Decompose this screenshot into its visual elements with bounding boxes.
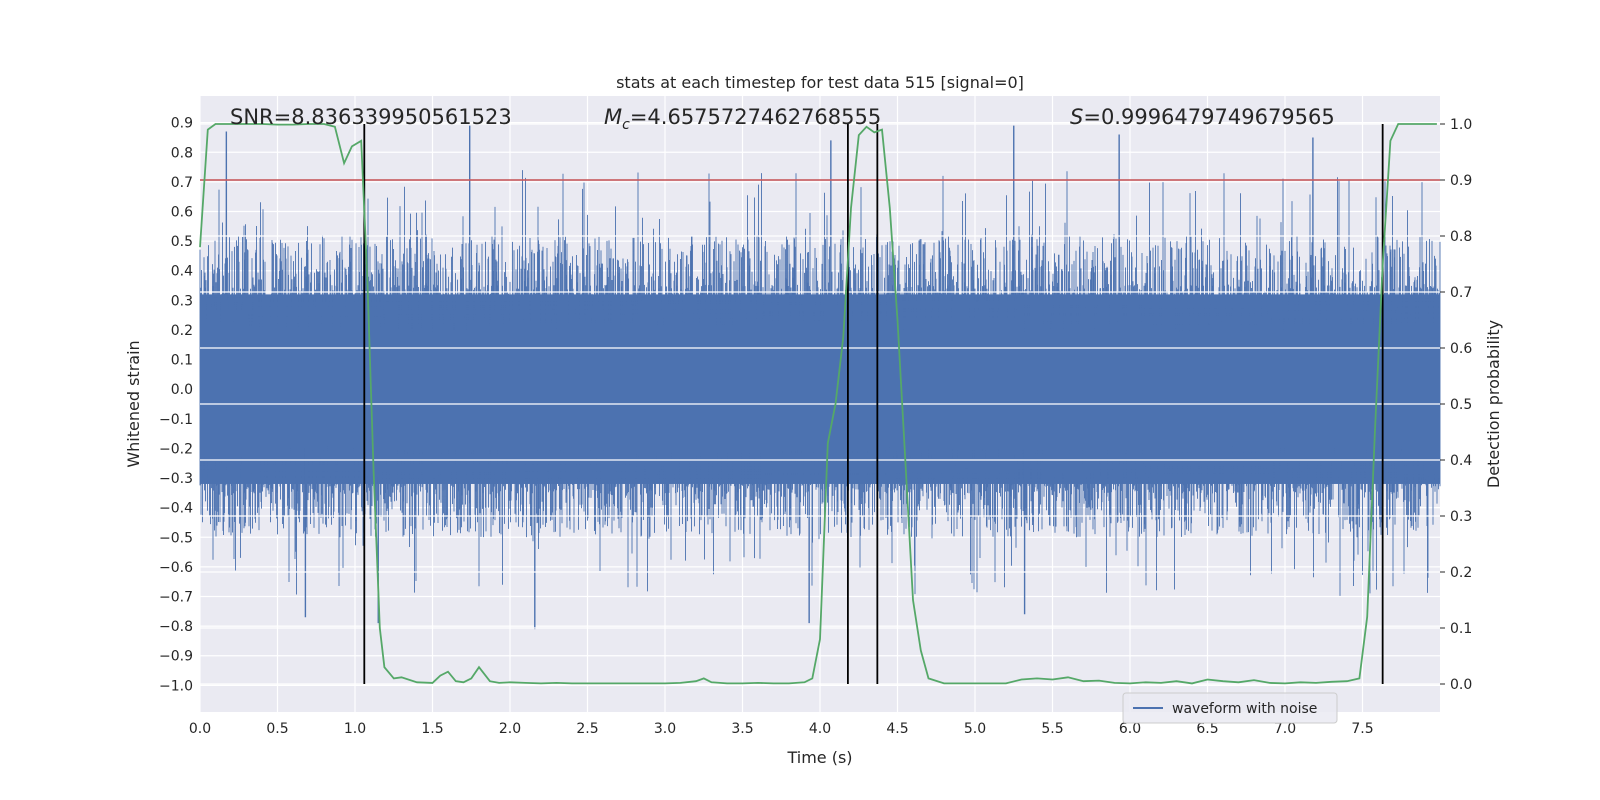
- y2-tick-label: 0.2: [1450, 565, 1472, 581]
- x-tick-label: 1.0: [344, 721, 366, 737]
- y2-tick-label: 0.0: [1450, 677, 1472, 693]
- y-tick-label: −0.2: [159, 441, 193, 457]
- x-tick-label: 6.0: [1119, 721, 1141, 737]
- y-tick-label: 0.9: [171, 116, 193, 132]
- ticks: 0.0 0.5 1.0 1.5 2.0 2.5 3.0 3.5 4.0 4.5 5.0 5.5 6.0 6…: [159, 116, 1472, 737]
- y2-tick-label: 0.7: [1450, 285, 1472, 301]
- y-tick-label: 0.7: [171, 175, 193, 191]
- y-tick-label: −0.8: [159, 619, 193, 635]
- x-tick-label: 1.5: [421, 721, 443, 737]
- y-tick-label: 0.2: [171, 323, 193, 339]
- y2-axis-label: Detection probability: [1484, 320, 1503, 488]
- s-annotation: S=0.9996479749679565: [1070, 105, 1335, 129]
- x-tick-label: 4.5: [886, 721, 908, 737]
- x-tick-label: 3.5: [731, 721, 753, 737]
- y2-tick-label: 0.9: [1450, 173, 1472, 189]
- detection-probability-line: [199, 123, 1437, 685]
- y-tick-label: −0.6: [159, 560, 193, 576]
- y2-tick-label: 0.1: [1450, 621, 1472, 637]
- y-tick-label: −1.0: [159, 678, 193, 694]
- x-tick-label: 6.5: [1196, 721, 1218, 737]
- y-axis-label: Whitened strain: [124, 340, 143, 467]
- legend: waveform with noise: [1122, 692, 1338, 724]
- x-axis-label: Time (s): [786, 748, 852, 767]
- y2-tick-label: 0.6: [1450, 341, 1472, 357]
- data-layer: [199, 123, 1441, 685]
- y2-tick-label: 0.5: [1450, 397, 1472, 413]
- x-tick-label: 2.0: [499, 721, 521, 737]
- y-tick-label: 0.0: [171, 382, 193, 398]
- x-tick-label: 2.5: [576, 721, 598, 737]
- y2-tick-label: 0.8: [1450, 229, 1472, 245]
- x-tick-label: 5.5: [1041, 721, 1063, 737]
- waveform-trace: [199, 170, 1441, 596]
- y-tick-label: 0.1: [171, 353, 193, 369]
- x-tick-label: 7.0: [1274, 721, 1296, 737]
- y-tick-label: −0.4: [159, 501, 193, 517]
- y-tick-label: −0.9: [159, 649, 193, 665]
- x-tick-label: 7.5: [1351, 721, 1373, 737]
- x-tick-label: 5.0: [964, 721, 986, 737]
- y-tick-label: −0.3: [159, 471, 193, 487]
- y-tick-label: 0.5: [171, 234, 193, 250]
- y-tick-label: 0.4: [171, 264, 193, 280]
- x-tick-label: 3.0: [654, 721, 676, 737]
- y-tick-label: −0.1: [159, 412, 193, 428]
- y-tick-label: 0.8: [171, 145, 193, 161]
- y-tick-label: 0.3: [171, 293, 193, 309]
- legend-label-waveform: waveform with noise: [1172, 701, 1317, 717]
- y-tick-label: −0.7: [159, 590, 193, 606]
- chirp-mass-annotation: Mc=4.6575727462768555: [604, 105, 881, 133]
- chart-title: stats at each timestep for test data 515…: [616, 73, 1024, 92]
- y-tick-label: −0.5: [159, 530, 193, 546]
- y2-tick-label: 0.3: [1450, 509, 1472, 525]
- y-tick-label: 0.6: [171, 205, 193, 221]
- y2-tick-label: 0.4: [1450, 453, 1472, 469]
- x-tick-label: 4.0: [809, 721, 831, 737]
- y2-tick-label: 1.0: [1450, 117, 1472, 133]
- snr-annotation: SNR=8.836339950561523: [230, 105, 512, 129]
- x-tick-label: 0.0: [189, 721, 211, 737]
- waveform-series: [199, 125, 1441, 630]
- x-tick-label: 0.5: [266, 721, 288, 737]
